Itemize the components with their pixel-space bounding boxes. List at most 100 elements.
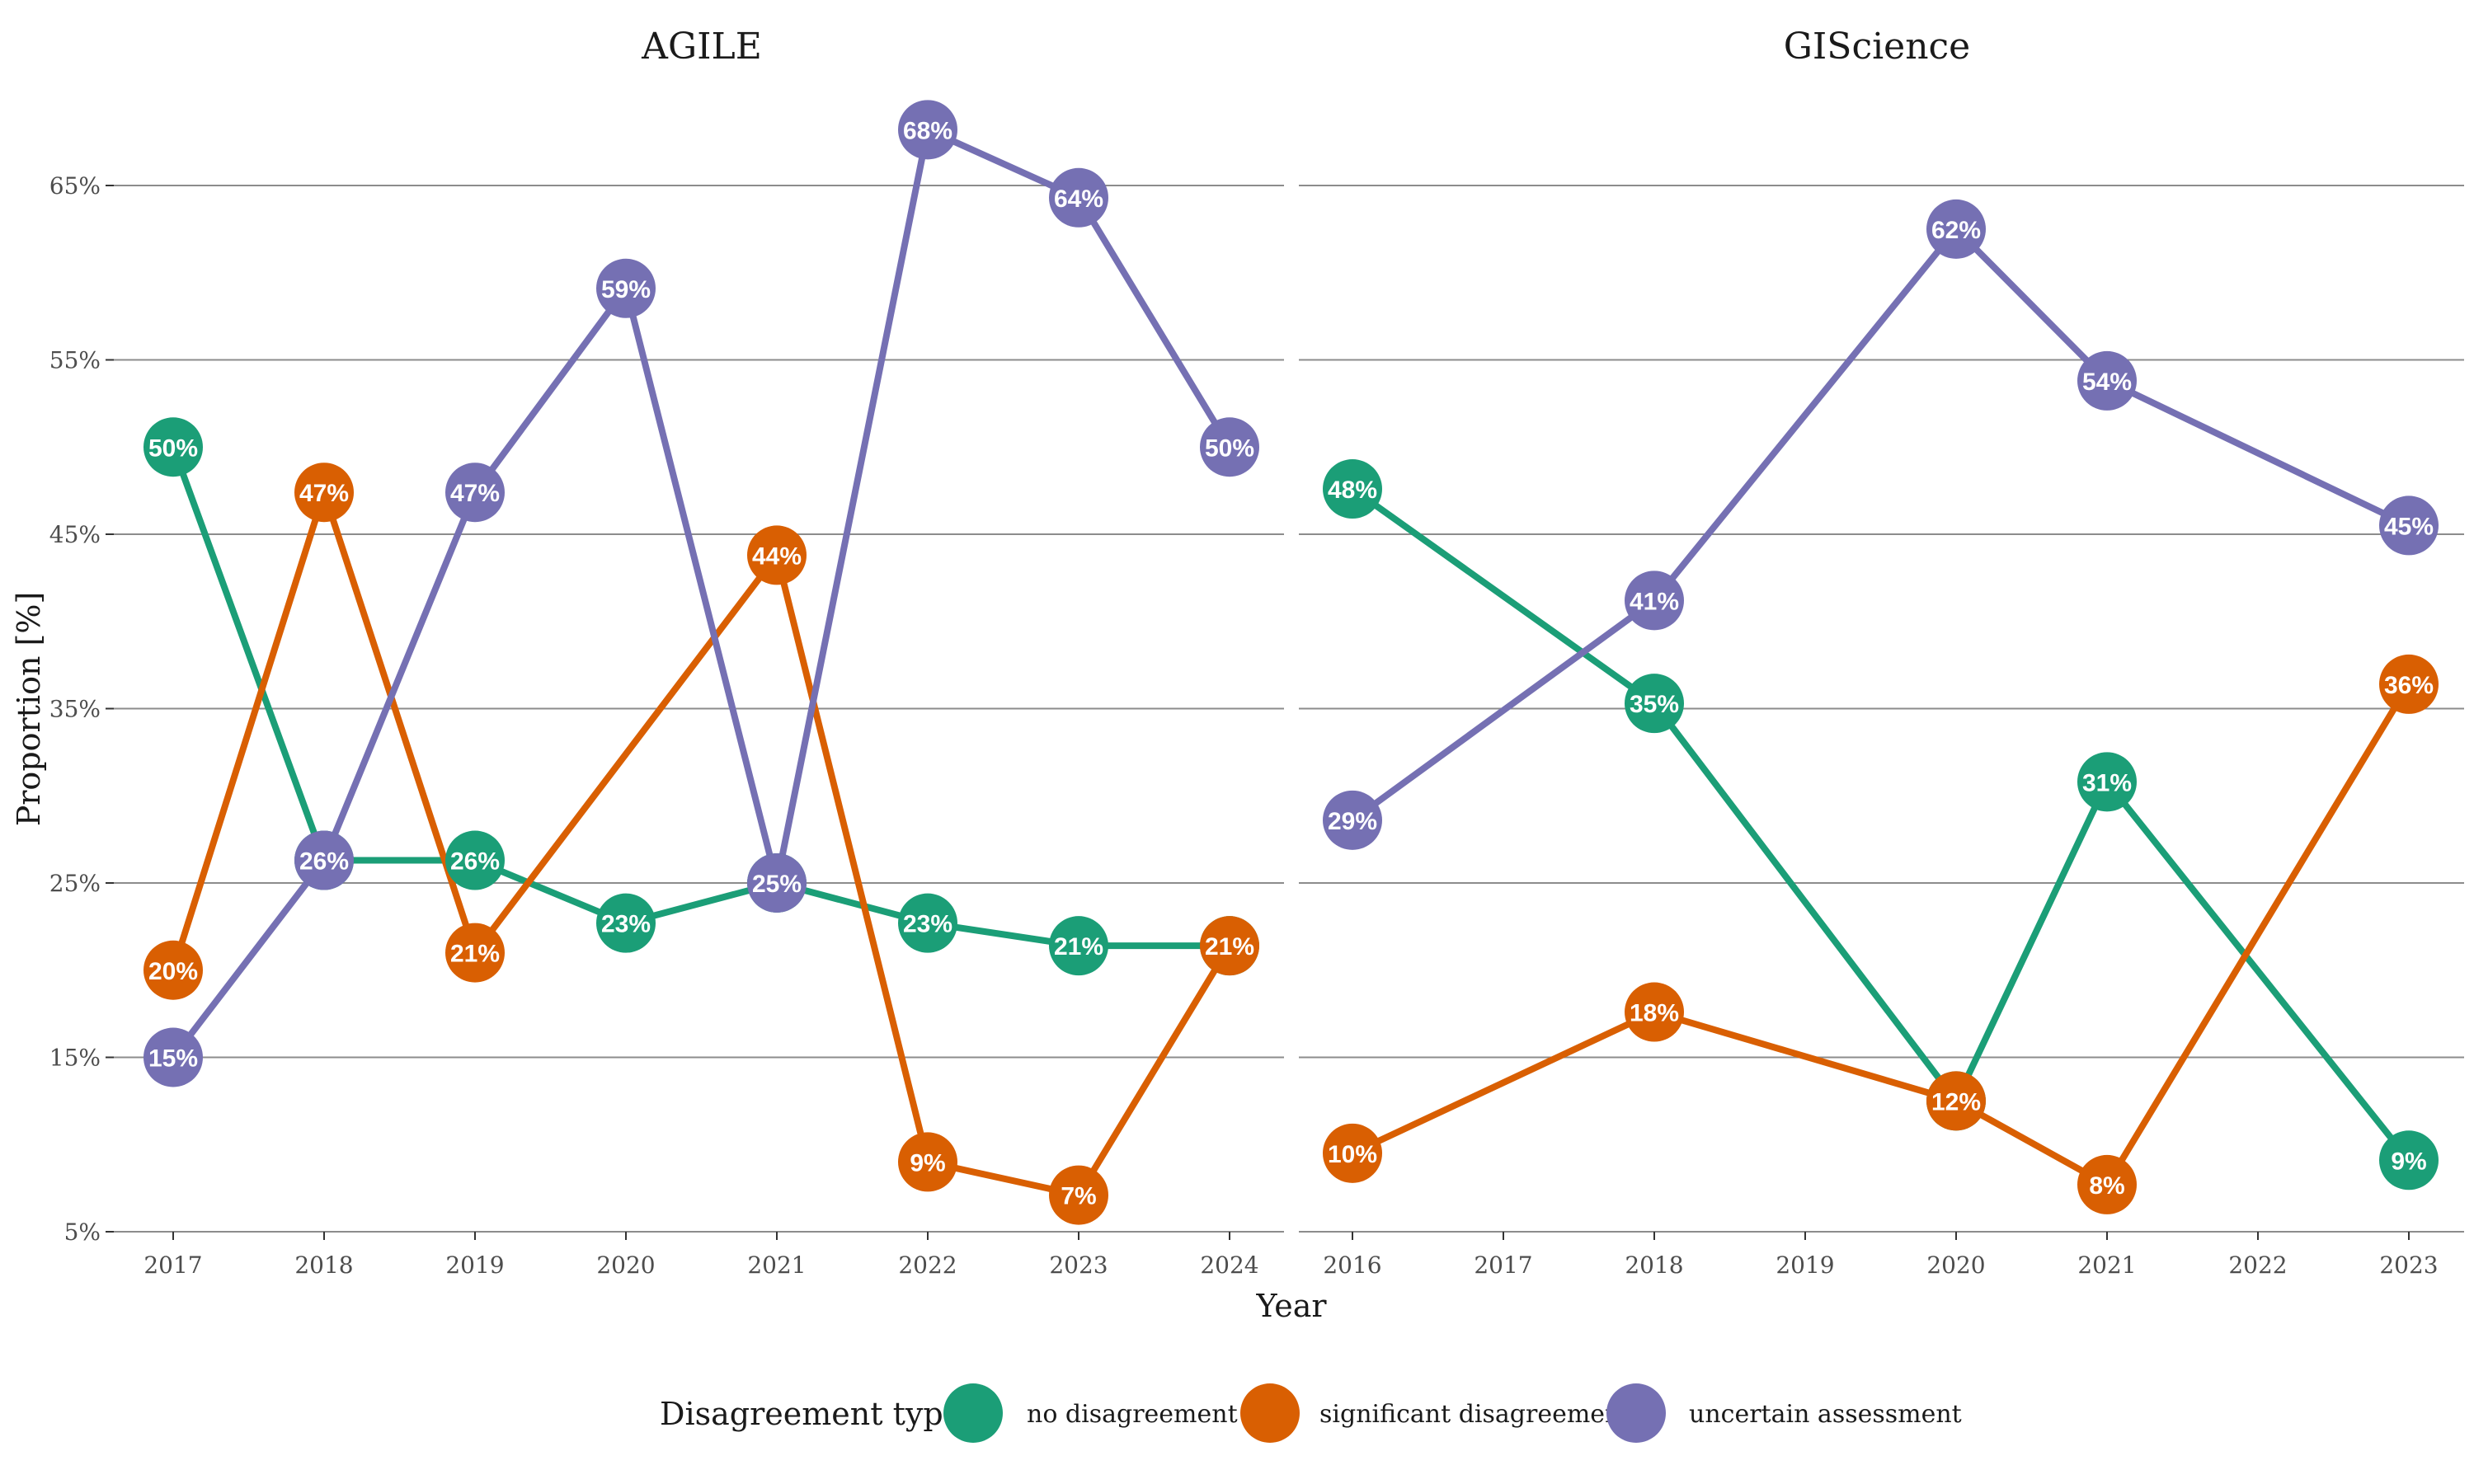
data-point-giscience-significant-disagreement-2018 xyxy=(1625,982,1684,1042)
data-label-giscience-significant-disagreement-2016: 10% xyxy=(1328,1141,1377,1168)
x-tick-label-giscience-2017: 2017 xyxy=(1474,1252,1532,1279)
y-tick-label-65: 65% xyxy=(49,172,101,200)
legend-label-significant-disagreement: significant disagreement xyxy=(1319,1400,1630,1429)
legend-label-no-disagreement: no disagreement xyxy=(1027,1400,1238,1429)
x-tick-label-agile-2019: 2019 xyxy=(445,1252,504,1279)
data-point-agile-no-disagreement-2017 xyxy=(143,417,203,477)
data-point-agile-uncertain-assessment-2017 xyxy=(143,1027,203,1087)
data-point-agile-uncertain-assessment-2023 xyxy=(1049,167,1108,228)
data-point-agile-no-disagreement-2022 xyxy=(898,893,957,953)
x-tick-label-agile-2021: 2021 xyxy=(747,1252,806,1279)
y-tick-label-35: 35% xyxy=(49,696,101,723)
x-tick-label-giscience-2023: 2023 xyxy=(2379,1252,2438,1279)
data-label-agile-uncertain-assessment-2023: 64% xyxy=(1054,186,1103,213)
data-point-agile-uncertain-assessment-2018 xyxy=(294,830,354,890)
data-label-agile-uncertain-assessment-2017: 15% xyxy=(148,1045,198,1073)
data-point-giscience-uncertain-assessment-2018 xyxy=(1625,571,1684,631)
x-axis-giscience: 2016 2017 2018 2019 2020 2021 2022 2023 xyxy=(1323,1232,2439,1279)
legend-key-significant-disagreement xyxy=(1240,1383,1300,1443)
data-label-agile-significant-disagreement-2021: 44% xyxy=(752,542,802,570)
data-point-giscience-significant-disagreement-2020 xyxy=(1926,1071,1986,1131)
data-point-giscience-no-disagreement-2021 xyxy=(2077,752,2137,812)
data-point-giscience-no-disagreement-2023 xyxy=(2379,1130,2439,1190)
data-point-giscience-no-disagreement-2018 xyxy=(1625,674,1684,734)
series-points-agile: 50% 26% 26% 23% 25% 23% 21% 20% 47% 21% 44% 9% 7% 21%… xyxy=(143,100,1259,1225)
x-tick-label-giscience-2022: 2022 xyxy=(2228,1252,2287,1279)
data-point-giscience-no-disagreement-2016 xyxy=(1323,459,1382,519)
data-point-agile-significant-disagreement-2024 xyxy=(1200,916,1259,976)
data-label-agile-uncertain-assessment-2021: 25% xyxy=(752,871,802,898)
data-label-giscience-significant-disagreement-2023: 36% xyxy=(2384,672,2434,699)
data-label-agile-no-disagreement-2022: 23% xyxy=(903,911,952,938)
x-tick-label-giscience-2020: 2020 xyxy=(1926,1252,1985,1279)
data-point-agile-uncertain-assessment-2019 xyxy=(445,463,505,523)
legend-title: Disagreement type xyxy=(660,1396,962,1432)
data-label-agile-significant-disagreement-2018: 47% xyxy=(299,480,349,507)
legend: Disagreement type no disagreement signifi… xyxy=(660,1383,1962,1443)
data-label-giscience-uncertain-assessment-2021: 54% xyxy=(2082,369,2132,396)
x-tick-label-giscience-2018: 2018 xyxy=(1625,1252,1683,1279)
data-label-agile-no-disagreement-2020: 23% xyxy=(601,911,651,938)
data-label-agile-significant-disagreement-2017: 20% xyxy=(148,958,198,985)
y-axis: 5% 15% 25% 35% 45% 55% 65% xyxy=(49,172,114,1246)
data-label-giscience-uncertain-assessment-2018: 41% xyxy=(1630,588,1679,615)
data-point-agile-uncertain-assessment-2022 xyxy=(898,100,957,160)
x-axis-title: Year xyxy=(1255,1288,1327,1324)
data-point-agile-no-disagreement-2019 xyxy=(445,830,505,890)
data-label-agile-uncertain-assessment-2018: 26% xyxy=(299,848,349,876)
data-label-agile-uncertain-assessment-2019: 47% xyxy=(450,480,500,507)
data-label-giscience-uncertain-assessment-2016: 29% xyxy=(1328,808,1377,835)
series-points-giscience: 48% 35% 31% 9% 10% 18% 12% 8% 36% 29% 41% 62% 54% 45% xyxy=(1323,199,2439,1214)
series-line-giscience-uncertain-assessment xyxy=(1350,225,2411,824)
data-point-agile-uncertain-assessment-2021 xyxy=(747,853,807,913)
data-label-agile-significant-disagreement-2023: 7% xyxy=(1061,1183,1096,1210)
series-line-giscience-significant-disagreement xyxy=(1351,682,2412,1188)
x-tick-label-agile-2020: 2020 xyxy=(596,1252,655,1279)
y-tick-label-45: 45% xyxy=(49,521,101,548)
x-tick-label-agile-2024: 2024 xyxy=(1200,1252,1258,1279)
x-tick-label-agile-2018: 2018 xyxy=(294,1252,353,1279)
data-label-agile-significant-disagreement-2024: 21% xyxy=(1205,933,1254,960)
gridlines-giscience xyxy=(1299,185,2464,1233)
x-tick-label-agile-2022: 2022 xyxy=(898,1252,957,1279)
data-label-giscience-no-disagreement-2023: 9% xyxy=(2391,1148,2426,1175)
legend-key-uncertain-assessment xyxy=(1606,1383,1666,1443)
facet-title-giscience: GIScience xyxy=(1784,26,1970,68)
data-label-giscience-uncertain-assessment-2023: 45% xyxy=(2384,513,2434,540)
y-tick-label-15: 15% xyxy=(49,1045,101,1072)
data-label-agile-no-disagreement-2019: 26% xyxy=(450,848,500,876)
data-point-giscience-uncertain-assessment-2023 xyxy=(2379,495,2439,556)
x-tick-label-giscience-2019: 2019 xyxy=(1776,1252,1834,1279)
data-point-agile-uncertain-assessment-2020 xyxy=(596,258,656,318)
data-label-giscience-uncertain-assessment-2020: 62% xyxy=(1931,217,1981,244)
facet-title-agile: AGILE xyxy=(641,26,762,68)
data-point-agile-significant-disagreement-2019 xyxy=(445,923,505,983)
data-point-agile-significant-disagreement-2021 xyxy=(747,525,807,585)
data-point-giscience-significant-disagreement-2016 xyxy=(1323,1123,1382,1183)
data-point-agile-no-disagreement-2023 xyxy=(1049,916,1108,976)
data-point-agile-significant-disagreement-2018 xyxy=(294,463,354,523)
data-point-agile-significant-disagreement-2022 xyxy=(898,1132,957,1192)
data-label-agile-significant-disagreement-2022: 9% xyxy=(910,1149,945,1176)
legend-label-uncertain-assessment: uncertain assessment xyxy=(1689,1400,1962,1429)
data-point-agile-uncertain-assessment-2024 xyxy=(1200,417,1259,477)
data-label-agile-no-disagreement-2023: 21% xyxy=(1054,933,1103,960)
x-tick-label-agile-2017: 2017 xyxy=(143,1252,202,1279)
legend-key-no-disagreement xyxy=(943,1383,1003,1443)
panel-giscience: GIScience 2016 2017 2018 2019 2020 2021 2022 20… xyxy=(1299,26,2464,1279)
data-point-giscience-uncertain-assessment-2021 xyxy=(2077,350,2137,411)
series-line-giscience-no-disagreement xyxy=(1350,486,2412,1162)
series-lines-agile xyxy=(170,126,1233,1199)
y-axis-title: Proportion [%] xyxy=(11,592,47,827)
data-label-giscience-significant-disagreement-2020: 12% xyxy=(1931,1088,1981,1115)
y-tick-label-55: 55% xyxy=(49,347,101,374)
gridlines-agile xyxy=(114,185,1284,1233)
x-tick-label-giscience-2021: 2021 xyxy=(2077,1252,2136,1279)
x-axis-agile: 2017 2018 2019 2020 2021 2022 2023 2024 xyxy=(143,1232,1259,1279)
data-point-giscience-uncertain-assessment-2020 xyxy=(1926,199,1986,259)
data-label-agile-uncertain-assessment-2020: 59% xyxy=(601,276,651,303)
data-label-giscience-no-disagreement-2016: 48% xyxy=(1328,477,1377,504)
data-label-agile-significant-disagreement-2019: 21% xyxy=(450,941,500,968)
data-point-agile-significant-disagreement-2023 xyxy=(1049,1165,1108,1225)
